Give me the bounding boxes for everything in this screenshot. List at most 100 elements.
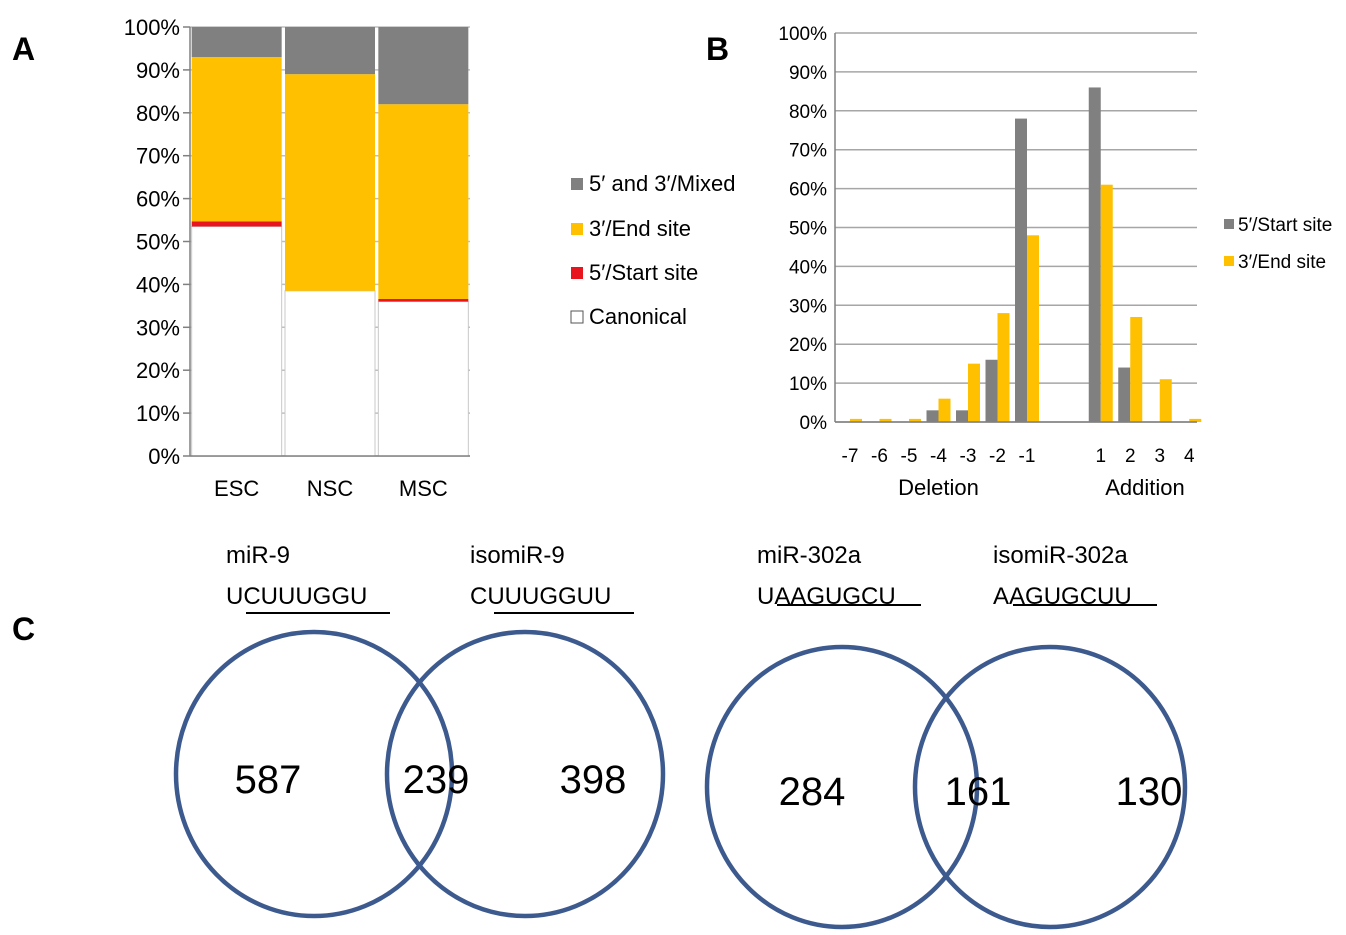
- chart-a-bars: [191, 27, 469, 457]
- chart-b-y-tick-labels: 0% 10% 20% 30% 40% 50% 60% 70% 80% 90% 100%: [778, 24, 827, 434]
- category-label: -7: [842, 446, 859, 467]
- category-label: ESC: [214, 476, 259, 501]
- venn-overlap-count: 239: [403, 758, 470, 802]
- venn-left-name: miR-9: [226, 542, 290, 569]
- venn-left-sequence: UCUUUGGU: [226, 583, 367, 610]
- legend-label: Canonical: [589, 304, 687, 329]
- chart-a-y-tick-labels: 0% 10% 20% 30% 40% 50% 60% 70% 80% 90% 100%: [124, 15, 180, 469]
- panel-letter-a: A: [12, 31, 35, 67]
- y-tick-label: 50%: [789, 219, 827, 240]
- category-label: 3: [1154, 446, 1165, 467]
- category-label: 2: [1125, 446, 1136, 467]
- legend-swatch: [570, 310, 584, 324]
- y-tick-label: 30%: [136, 315, 180, 340]
- chart-b-category-labels: -7 -6 -5 -4 -3 -2 -1 1 2 3 4: [842, 446, 1195, 467]
- chart-a-legend: 5′ and 3′/Mixed 3′/End site 5′/Start site C…: [570, 171, 735, 329]
- category-label: -5: [901, 446, 918, 467]
- category-label: 1: [1095, 446, 1106, 467]
- bar-start--3: [956, 410, 968, 422]
- y-tick-label: 60%: [789, 180, 827, 201]
- venn-right-only-count: 130: [1116, 770, 1183, 814]
- y-tick-label: 80%: [789, 102, 827, 123]
- venn-right-sequence: CUUUGGUU: [470, 583, 611, 610]
- venn-right-name: isomiR-9: [470, 542, 565, 569]
- seq-seed: CUUUGGU: [243, 583, 367, 610]
- bar-segment-msc-0: [377, 301, 469, 457]
- venn-circle-right: [912, 644, 1188, 930]
- venn-left-only-count: 587: [235, 758, 302, 802]
- category-label: MSC: [399, 476, 448, 501]
- panel-letter-b: B: [706, 31, 729, 67]
- bar-segment-msc-1: [378, 298, 469, 302]
- bar-segment-esc-1: [191, 221, 282, 227]
- y-tick-label: 100%: [778, 24, 827, 45]
- venn-circle-right: [384, 629, 666, 919]
- legend-label: 5′/Start site: [589, 260, 698, 285]
- bar-start--1: [1015, 118, 1027, 422]
- legend-swatch: [571, 223, 583, 235]
- seq-first-base: U: [757, 583, 774, 610]
- y-tick-label: 10%: [136, 401, 180, 426]
- legend-swatch: [571, 178, 583, 190]
- y-tick-label: 90%: [789, 63, 827, 84]
- legend-swatch: [571, 267, 583, 279]
- bar-segment-nsc-3: [285, 27, 375, 75]
- bar-end--7: [850, 418, 862, 422]
- chart-b-bars: [850, 87, 1202, 423]
- legend-label: 5′/Start site: [1238, 215, 1332, 236]
- panel-letter-c: C: [12, 611, 35, 647]
- y-tick-label: 0%: [800, 413, 828, 434]
- bar-end--4: [938, 398, 951, 422]
- bar-end-1: [1100, 184, 1113, 422]
- bar-end--1: [1027, 235, 1039, 422]
- y-tick-label: 50%: [136, 230, 180, 255]
- legend-label: 3′/End site: [589, 216, 691, 241]
- bar-start-1: [1088, 87, 1101, 423]
- y-tick-label: 20%: [789, 335, 827, 356]
- category-label: -4: [930, 446, 947, 467]
- venn-circle-left: [173, 629, 455, 919]
- bar-end-4: [1189, 418, 1202, 422]
- seq-first-base: U: [226, 583, 243, 610]
- group-label-deletion: Deletion: [898, 475, 979, 500]
- seq-first-base: A: [993, 583, 1009, 610]
- bar-segment-esc-0: [191, 225, 283, 457]
- chart-a-axes: [189, 27, 470, 457]
- y-tick-label: 30%: [789, 296, 827, 317]
- bar-segment-esc-2: [191, 57, 282, 222]
- y-tick-label: 100%: [124, 15, 180, 40]
- y-tick-label: 70%: [789, 141, 827, 162]
- legend-swatch: [1224, 219, 1234, 229]
- seq-seed: UUUGGUU: [487, 583, 611, 610]
- category-label: NSC: [307, 476, 354, 501]
- bar-end--5: [909, 418, 921, 422]
- chart-a-category-labels: ESC NSC MSC: [214, 476, 448, 501]
- venn-right-name: isomiR-302a: [993, 542, 1128, 569]
- category-label: 4: [1184, 446, 1195, 467]
- legend-swatch: [1224, 256, 1234, 266]
- bar-segment-msc-3: [378, 27, 469, 105]
- y-tick-label: 80%: [136, 101, 180, 126]
- bar-end-2: [1130, 316, 1143, 422]
- venn-right-only-count: 398: [560, 758, 627, 802]
- bar-start--4: [926, 410, 939, 422]
- category-label: -2: [989, 446, 1006, 467]
- chart-b-legend: 5′/Start site 3′/End site: [1224, 215, 1332, 273]
- bar-start--2: [985, 359, 998, 422]
- y-tick-label: 10%: [789, 374, 827, 395]
- group-label-addition: Addition: [1105, 475, 1185, 500]
- venn-overlap-count: 161: [945, 770, 1012, 814]
- y-tick-label: 0%: [148, 444, 180, 469]
- bar-end--3: [968, 363, 980, 422]
- bar-segment-nsc-2: [285, 74, 375, 291]
- bar-segment-esc-3: [191, 27, 282, 58]
- y-tick-label: 40%: [789, 257, 827, 278]
- bar-end-3: [1159, 379, 1172, 422]
- bar-segment-msc-2: [378, 104, 469, 299]
- y-tick-label: 40%: [136, 272, 180, 297]
- legend-label: 5′ and 3′/Mixed: [589, 171, 735, 196]
- grouped-bar-chart-b: 0% 10% 20% 30% 40% 50% 60% 70% 80% 90% 100% -7 -6 -5…: [778, 24, 1332, 500]
